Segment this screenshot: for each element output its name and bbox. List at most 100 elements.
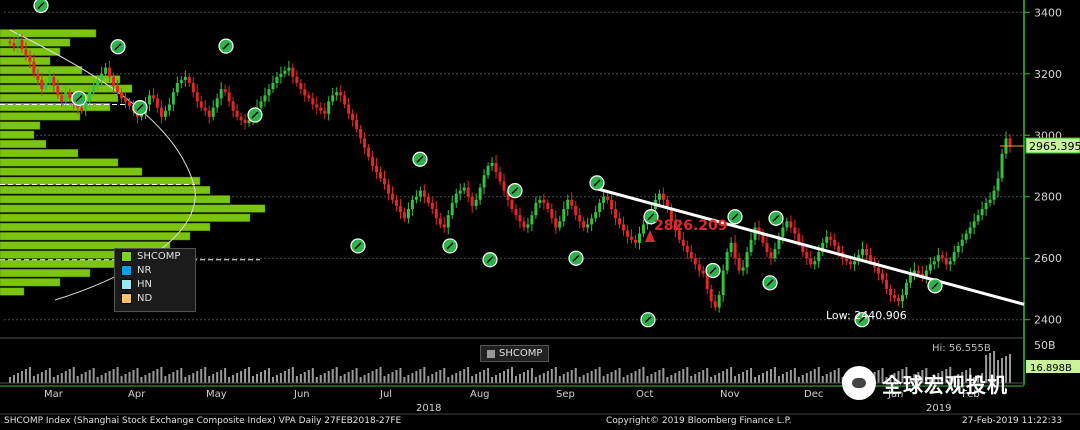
x-tick-label: Feb [962,389,980,400]
candle-body [56,86,60,96]
volume-bar [642,367,645,383]
candle-body [84,101,88,111]
candle-body [430,202,434,210]
signal-marker-glyph [486,256,494,264]
volume-bar [626,375,629,383]
candle-body [434,209,438,219]
volume-bar [116,367,119,383]
candle-body [20,39,24,50]
candle-body [12,43,16,47]
candle-body [749,239,753,253]
volume-bar [706,368,709,383]
candle-body [215,98,219,108]
profile-bar [0,130,35,139]
candle-body [606,196,610,200]
candle-body [837,245,841,253]
candle-body [590,218,594,225]
candle-body [203,107,207,111]
volume-bar [375,369,378,383]
y-tick-label: 3400 [1034,6,1062,19]
volume-bar [244,369,247,383]
volume-bar [415,371,418,383]
candle-body [64,92,68,102]
volume-bar [44,370,47,383]
volume-bar [64,371,67,383]
volume-bar [754,377,757,383]
candle-body [996,178,1000,191]
candle-body [76,104,80,108]
x-year-label: 2019 [926,403,951,414]
volume-bar [789,370,792,383]
profile-bar [0,222,211,232]
volume-bar [148,373,151,383]
candle-body [383,178,387,185]
x-tick-label: Dec [804,389,823,400]
volume-bar [431,374,434,383]
volume-bar [949,367,952,383]
candle-body [976,215,980,222]
volume-bar [307,370,310,383]
signal-marker-glyph [709,266,717,275]
candle-body [733,242,737,259]
signal-marker-glyph [354,242,362,250]
volume-bar [837,368,840,383]
volume-bar [694,374,697,383]
candle-body [908,273,912,283]
candle-body [195,92,199,102]
candle-body [506,190,510,200]
volume-bar [997,360,1000,383]
candle-body [191,83,195,93]
volume-bar [821,376,824,383]
y-tick-label: 2800 [1034,191,1062,204]
signal-marker-glyph [222,42,230,50]
candle-body [139,113,143,117]
volume-bar [742,372,745,383]
signal-marker-glyph [251,111,259,119]
volume-bar [522,372,525,383]
candle-body [343,95,347,105]
volume-bar [785,372,788,383]
volume-bar [602,376,605,383]
volume-bar [981,373,984,383]
candle-body [335,92,339,96]
volume-bar [359,377,362,383]
volume-bar [889,375,892,383]
volume-bar [574,368,577,383]
volume-bar [68,369,71,383]
candle-body [179,79,183,83]
volume-bar [738,374,741,383]
x-tick-label: Nov [720,389,740,400]
candle-body [450,202,454,216]
candle-body [44,83,48,90]
candle-body [681,239,685,246]
profile-bar [0,269,91,278]
volume-bar [945,369,948,383]
volume-bar [447,377,450,383]
signal-marker-glyph [931,282,939,290]
legend-item-hn: HN [115,277,195,291]
volume-bar [905,367,908,383]
volume-bar [503,371,506,383]
volume-bar [582,375,585,383]
candle-body [570,199,574,206]
volume-bar [331,369,334,383]
candle-body [187,76,191,83]
volume-bar [279,373,282,383]
signal-marker-glyph [766,279,774,287]
volume-series-tag[interactable]: SHCOMP [480,345,550,362]
candle-body [422,190,426,197]
profile-bar [0,186,211,195]
volume-bar [208,376,211,383]
signal-marker-glyph [114,43,122,51]
candle-body [940,255,944,259]
legend-label-hn: HN [137,278,152,290]
volume-bar [228,377,231,383]
candle-body [725,252,729,271]
candle-body [283,70,287,74]
candle-body [52,76,56,87]
candle-body [339,92,343,96]
volume-bar [463,369,466,383]
candle-body [319,107,323,111]
signal-marker-glyph [572,254,580,262]
